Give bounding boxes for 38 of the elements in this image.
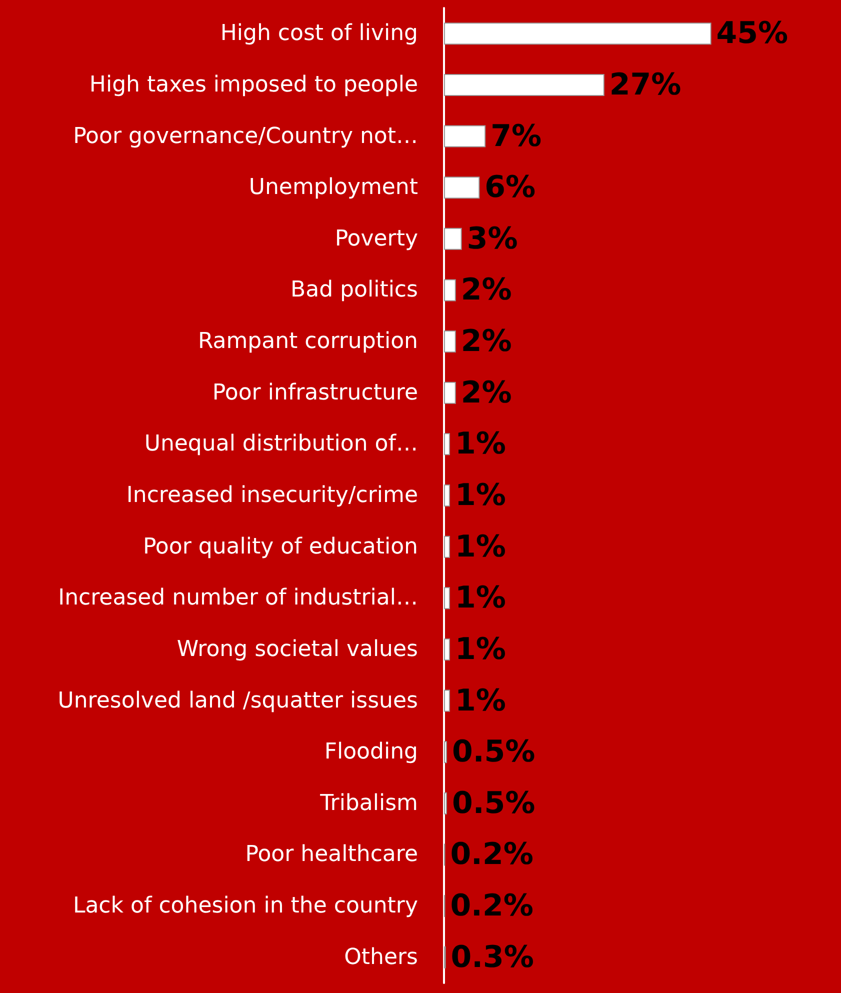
data-label: 2% bbox=[460, 324, 512, 360]
data-label: 0.5% bbox=[452, 734, 536, 770]
data-label: 1% bbox=[454, 632, 506, 667]
data-label: 3% bbox=[466, 221, 518, 256]
y-tick-label: High cost of living bbox=[220, 21, 418, 46]
data-label: 2% bbox=[460, 375, 512, 410]
data-label: 0.3% bbox=[450, 940, 534, 975]
y-tick-label: Increased insecurity/crime bbox=[126, 483, 418, 508]
y-tick-label: Poverty bbox=[334, 226, 418, 252]
y-tick-label: Unresolved land /squatter issues bbox=[58, 688, 418, 714]
y-tick-label: Poor quality of education bbox=[142, 534, 418, 560]
data-label: 1% bbox=[454, 580, 506, 616]
data-label: 2% bbox=[460, 272, 512, 308]
data-label: 45% bbox=[716, 16, 788, 52]
y-tick-label: Lack of cohesion in the country bbox=[72, 894, 418, 919]
y-tick-label: Rampant corruption bbox=[198, 329, 418, 354]
data-label: 0.2% bbox=[450, 888, 534, 924]
data-label: 27% bbox=[609, 67, 682, 102]
y-tick-label: High taxes imposed to people bbox=[89, 72, 418, 98]
data-label: 1% bbox=[454, 529, 506, 564]
data-label: 1% bbox=[454, 426, 506, 462]
y-tick-label: Tribalism bbox=[319, 790, 418, 816]
y-tick-label: Unequal distribution of… bbox=[144, 432, 418, 457]
y-tick-label: Poor governance/Country not… bbox=[73, 124, 418, 149]
data-label: 1% bbox=[454, 683, 506, 718]
y-tick-label: Wrong societal values bbox=[176, 636, 418, 662]
y-tick-label: Bad politics bbox=[290, 278, 418, 303]
data-label: 0.5% bbox=[452, 786, 536, 821]
y-tick-label: Unemployment bbox=[248, 175, 418, 200]
y-tick-label: Poor healthcare bbox=[245, 842, 418, 868]
y-tick-label: Increased number of industrial… bbox=[58, 586, 418, 611]
y-tick-label: Others bbox=[344, 944, 418, 970]
data-label: 6% bbox=[484, 170, 536, 206]
data-label: 0.2% bbox=[450, 837, 534, 872]
data-label: 7% bbox=[490, 118, 542, 154]
y-tick-label: Poor infrastructure bbox=[212, 380, 418, 406]
data-label: 1% bbox=[454, 478, 506, 513]
y-tick-label: Flooding bbox=[324, 740, 418, 765]
